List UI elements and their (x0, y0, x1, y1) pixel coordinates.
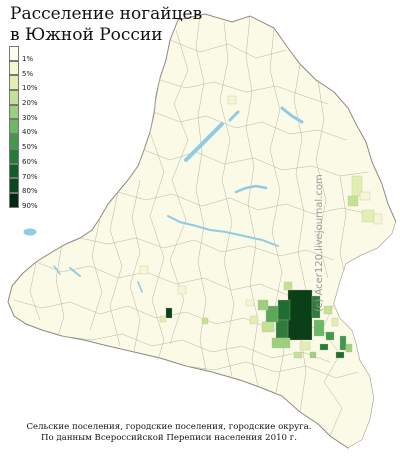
legend-label: 80% (22, 187, 38, 196)
legend-label: 70% (22, 172, 38, 181)
legend-label: 20% (22, 99, 38, 108)
caption-line-1: Сельские поселения, городские поселения,… (26, 422, 312, 432)
legend-swatch (9, 192, 19, 208)
legend-label: 30% (22, 113, 38, 122)
district-borders (13, 13, 379, 437)
map-title-line-1: Расселение ногайцев (10, 4, 203, 24)
water-bodies (23, 106, 304, 293)
legend-swatch (9, 163, 19, 179)
map-title-line-2: в Южной России (10, 25, 163, 45)
legend-swatch (9, 148, 19, 164)
legend-swatch (9, 90, 19, 105)
legend-label: 60% (22, 157, 38, 166)
legend-label: 5% (22, 69, 34, 78)
map-title: Расселение ногайцев в Южной России (10, 4, 202, 46)
legend-swatch (9, 60, 19, 76)
legend-swatch (9, 46, 19, 61)
legend-label: 10% (22, 84, 38, 93)
legend-label: 40% (22, 128, 38, 137)
ethnic-share-cells (139, 95, 383, 359)
legend-swatch (9, 178, 19, 193)
caspian-coast (334, 222, 400, 448)
legend-swatch (9, 75, 19, 91)
legend-swatch (9, 104, 19, 120)
watermark: (c) Acer120.livejournal.com (314, 174, 326, 312)
legend-label: 90% (22, 201, 38, 210)
legend-swatch (9, 134, 19, 149)
legend-label: 50% (22, 143, 38, 152)
caption: Сельские поселения, городские поселения,… (0, 422, 338, 444)
caption-line-2: По данным Всероссийской Переписи населен… (41, 433, 297, 443)
legend-swatch (9, 119, 19, 135)
legend-label: 1% (22, 55, 34, 63)
territory-outline (7, 13, 397, 449)
